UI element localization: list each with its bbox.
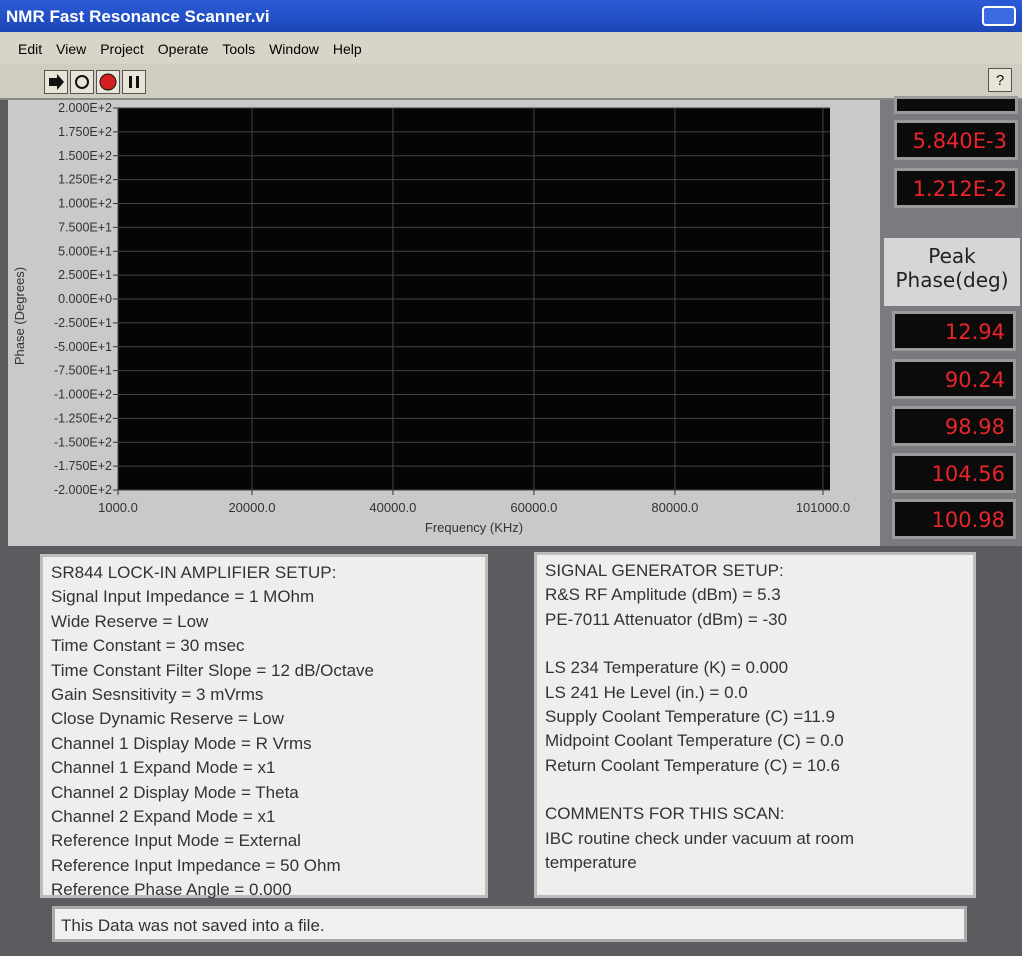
status-message: This Data was not saved into a file.: [52, 906, 967, 942]
indicator-value: 1.212E-2: [894, 168, 1018, 208]
x-tick-label: 1000.0: [98, 500, 138, 515]
comments-title: COMMENTS FOR THIS SCAN:: [545, 802, 965, 826]
help-button[interactable]: ?: [988, 68, 1012, 92]
abort-button[interactable]: [96, 70, 120, 94]
setup-line: Channel 2 Expand Mode = x1: [51, 805, 477, 829]
menu-item[interactable]: Project: [100, 41, 144, 64]
setup-line: Time Constant Filter Slope = 12 dB/Octav…: [51, 659, 477, 683]
setup-line: R&S RF Amplitude (dBm) = 5.3: [545, 583, 965, 607]
x-tick-label: 80000.0: [651, 500, 698, 515]
indicator-value: 5.840E-3: [894, 120, 1018, 160]
lockin-setup: SR844 LOCK-IN AMPLIFIER SETUP:Signal Inp…: [40, 554, 488, 898]
setup-line: Channel 1 Expand Mode = x1: [51, 756, 477, 780]
peak-phase-value: 100.98: [892, 499, 1016, 539]
y-tick-label: 7.500E+1: [58, 220, 112, 234]
menu-bar: Edit View Project Operate Tools Window Help: [0, 32, 1022, 64]
x-tick-label: 101000.0: [796, 500, 850, 515]
setup-line: LS 234 Temperature (K) = 0.000: [545, 656, 965, 680]
menu-item[interactable]: Tools: [222, 41, 255, 64]
window-title: NMR Fast Resonance Scanner.vi: [0, 0, 1022, 32]
y-tick-label: 1.500E+2: [58, 149, 112, 163]
menu-item[interactable]: Window: [269, 41, 319, 64]
setup-line: Channel 2 Display Mode = Theta: [51, 781, 477, 805]
x-tick-label: 40000.0: [369, 500, 416, 515]
setup-line: LS 241 He Level (in.) = 0.0: [545, 681, 965, 705]
y-tick-label: 2.500E+1: [58, 268, 112, 282]
peak-phase-value: 104.56: [892, 453, 1016, 493]
y-tick-label: -1.500E+2: [54, 435, 112, 449]
y-tick-label: -1.250E+2: [54, 411, 112, 425]
peak-phase-value: 12.94: [892, 311, 1016, 351]
comments-text: IBC routine check under vacuum at room t…: [545, 827, 905, 876]
setup-line: Signal Input Impedance = 1 MOhm: [51, 585, 477, 609]
spacer: [545, 778, 965, 802]
setup-line: Channel 1 Display Mode = R Vrms: [51, 732, 477, 756]
spacer: [545, 632, 965, 656]
y-tick-label: -7.500E+1: [54, 364, 112, 378]
y-axis-label: Phase (Degrees): [12, 267, 27, 365]
menu-item[interactable]: Help: [333, 41, 362, 64]
signal-generator-setup: SIGNAL GENERATOR SETUP:R&S RF Amplitude …: [534, 552, 976, 898]
y-tick-label: 1.750E+2: [58, 125, 112, 139]
indicator-cut: [894, 96, 1018, 114]
setup-line: Supply Coolant Temperature (C) =11.9: [545, 705, 965, 729]
y-tick-label: -1.750E+2: [54, 459, 112, 473]
setup-line: Midpoint Coolant Temperature (C) = 0.0: [545, 729, 965, 753]
setup-line: PE-7011 Attenuator (dBm) = -30: [545, 608, 965, 632]
x-tick-label: 20000.0: [228, 500, 275, 515]
y-tick-label: 5.000E+1: [58, 244, 112, 258]
menu-item[interactable]: Operate: [158, 41, 209, 64]
panel-title: SR844 LOCK-IN AMPLIFIER SETUP:: [51, 561, 477, 585]
peak-phase-label: Peak Phase(deg): [884, 238, 1020, 306]
pause-button[interactable]: [122, 70, 146, 94]
panel-title: SIGNAL GENERATOR SETUP:: [545, 559, 965, 583]
screen: NMR Fast Resonance Scanner.vi Edit View Pr…: [0, 0, 1022, 956]
x-axis-label: Frequency (KHz): [425, 520, 523, 535]
run-continuous-button[interactable]: [70, 70, 94, 94]
toolbar: ?: [0, 64, 1022, 100]
chart: Phase (Degrees) Frequency (KHz) 2.000E+2…: [0, 100, 880, 546]
setup-line: Reference Input Mode = External: [51, 829, 477, 853]
setup-line: Reference Input Impedance = 50 Ohm: [51, 854, 477, 878]
x-tick-label: 60000.0: [510, 500, 557, 515]
y-tick-label: -1.000E+2: [54, 388, 112, 402]
svg-text:?: ?: [996, 72, 1004, 89]
run-button[interactable]: [44, 70, 68, 94]
setup-line: Gain Sesnsitivity = 3 mVrms: [51, 683, 477, 707]
setup-line: Wide Reserve = Low: [51, 610, 477, 634]
peak-phase-value: 98.98: [892, 406, 1016, 446]
setup-line: Reference Phase Angle = 0.000: [51, 878, 477, 902]
y-tick-label: 0.000E+0: [58, 292, 112, 306]
y-tick-label: -2.000E+2: [54, 483, 112, 497]
y-tick-label: -5.000E+1: [54, 340, 112, 354]
y-tick-label: -2.500E+1: [54, 316, 112, 330]
window-buttons[interactable]: [982, 6, 1016, 26]
y-tick-label: 1.000E+2: [58, 197, 112, 211]
y-tick-label: 2.000E+2: [58, 101, 112, 115]
menu-item[interactable]: Edit: [18, 41, 42, 64]
menu-item[interactable]: View: [56, 41, 86, 64]
peak-phase-value: 90.24: [892, 359, 1016, 399]
setup-line: Time Constant = 30 msec: [51, 634, 477, 658]
setup-line: Return Coolant Temperature (C) = 10.6: [545, 754, 965, 778]
setup-line: Close Dynamic Reserve = Low: [51, 707, 477, 731]
y-tick-label: 1.250E+2: [58, 173, 112, 187]
